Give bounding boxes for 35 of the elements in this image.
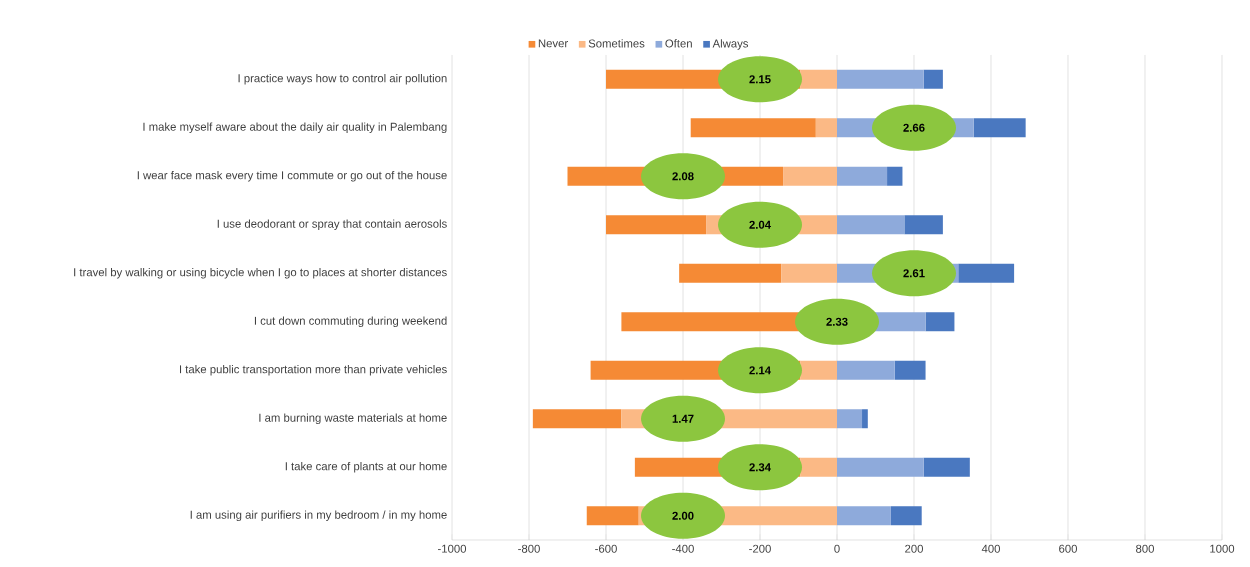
x-tick-label: -1000 (438, 544, 467, 553)
annotation: 2.66 (903, 123, 925, 132)
annotation: 2.00 (672, 511, 694, 520)
legend-label: Always (712, 39, 749, 50)
annotation: 1.47 (672, 414, 694, 423)
legend-label: Often (665, 39, 692, 48)
x-tick-label: -800 (518, 544, 540, 553)
y-tick-label: I am burning waste materials at home (259, 413, 447, 425)
x-tick-label: 0 (834, 544, 840, 553)
x-tick-label: -600 (595, 544, 617, 553)
legend-label: Never (538, 39, 568, 48)
y-tick-label: I cut down commuting during weekend (254, 316, 447, 328)
annotation: 2.61 (903, 269, 925, 278)
x-tick-label: -400 (672, 544, 694, 553)
x-tick-label: 1000 (1210, 544, 1235, 553)
annotation: 2.04 (749, 220, 771, 229)
annotation: 2.15 (749, 75, 771, 84)
y-tick-label: I am using air purifiers in my bedroom / in my home (190, 510, 447, 522)
x-tick-label: 800 (1136, 544, 1154, 553)
y-tick-label: I wear face mask every time I commute or go out of the house (137, 170, 447, 182)
annotation: 2.34 (749, 463, 771, 472)
x-tick-label: 600 (1059, 544, 1077, 553)
annotation: 2.08 (672, 172, 694, 181)
y-tick-label: I use deodorant or spray that contain aerosols (217, 219, 447, 231)
annotation: 2.14 (749, 366, 771, 375)
y-tick-label: I take care of plants at our home (285, 461, 447, 473)
x-tick-label: -200 (749, 544, 771, 553)
legend-label: Sometimes (588, 39, 645, 48)
annotation: 2.33 (826, 317, 848, 326)
y-tick-label: I travel by walking or using bicycle when I go to places at shorter distances (74, 267, 447, 279)
x-tick-label: 400 (981, 544, 1000, 553)
y-tick-label: I take public transportation more than private vehicles (179, 364, 447, 376)
x-tick-label: 200 (905, 544, 923, 553)
y-tick-label: I practice ways how to control air pollution (238, 73, 447, 85)
y-tick-label: I make myself aware about the daily air quality in Palembang (143, 122, 447, 134)
